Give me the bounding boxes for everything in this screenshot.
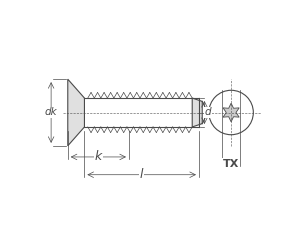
Text: k: k	[95, 151, 102, 163]
Polygon shape	[68, 79, 84, 146]
Text: TX: TX	[223, 159, 239, 169]
Text: d: d	[205, 108, 211, 117]
Polygon shape	[192, 98, 202, 127]
Polygon shape	[223, 103, 239, 122]
Text: l: l	[140, 168, 143, 181]
Text: dk: dk	[45, 108, 57, 117]
